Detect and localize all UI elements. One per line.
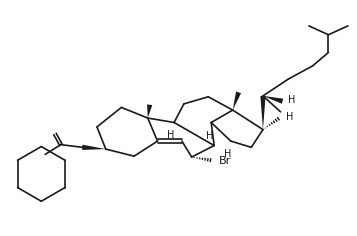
Text: H: H xyxy=(288,95,296,105)
Text: H: H xyxy=(166,130,174,140)
Text: H: H xyxy=(206,131,213,141)
Polygon shape xyxy=(233,92,241,110)
Polygon shape xyxy=(82,145,106,150)
Text: Br: Br xyxy=(219,156,231,166)
Polygon shape xyxy=(260,96,266,130)
Text: H: H xyxy=(286,112,294,122)
Polygon shape xyxy=(263,96,283,104)
Text: H: H xyxy=(224,149,231,159)
Polygon shape xyxy=(147,104,152,118)
